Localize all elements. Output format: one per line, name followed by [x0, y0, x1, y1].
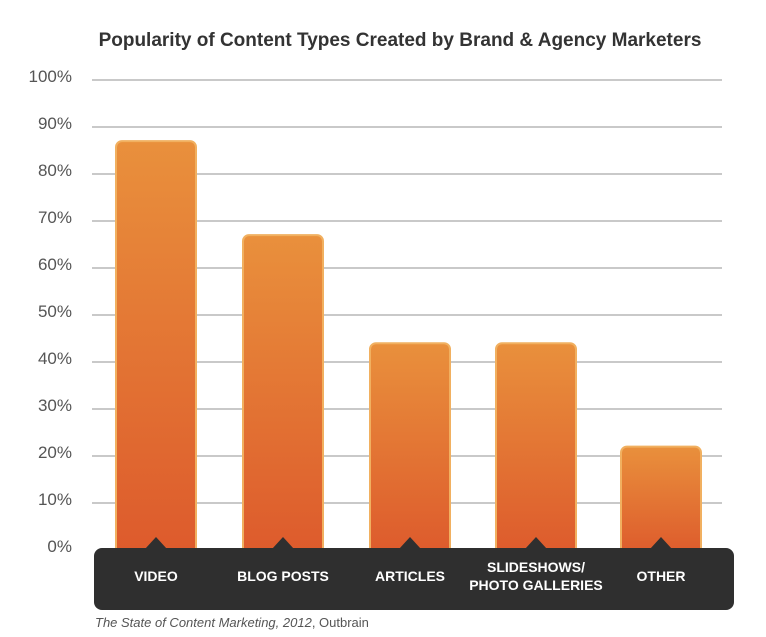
source-title: The State of Content Marketing, 2012 — [95, 615, 312, 630]
y-tick-label: 50% — [38, 302, 72, 321]
bar — [369, 342, 451, 558]
x-tick-label: BLOG POSTS — [237, 568, 329, 584]
y-axis-ticks: 0% 10% 20% 30% 40% 50% 60% 70% 80% 90% 100% — [29, 67, 72, 556]
x-tick-label: ARTICLES — [375, 568, 445, 584]
category-notch — [525, 537, 547, 549]
x-tick-label: PHOTO GALLERIES — [469, 577, 603, 593]
category-notch — [399, 537, 421, 549]
x-tick-label: OTHER — [637, 568, 686, 584]
source-publisher: , Outbrain — [311, 615, 369, 630]
chart-title: Popularity of Content Types Created by B… — [99, 30, 702, 51]
x-axis-band: VIDEO BLOG POSTS ARTICLES SLIDESHOWS/PHOTO … — [94, 537, 734, 610]
bar — [495, 342, 577, 558]
y-tick-label: 100% — [29, 67, 72, 86]
bar — [115, 140, 197, 557]
category-notch — [272, 537, 294, 549]
y-tick-label: 20% — [38, 443, 72, 462]
y-tick-label: 0% — [47, 537, 72, 556]
bar — [242, 234, 324, 557]
y-tick-label: 30% — [38, 396, 72, 415]
x-tick-label: VIDEO — [134, 568, 178, 584]
y-tick-label: 70% — [38, 208, 72, 227]
category-notch — [650, 537, 672, 549]
bars — [115, 140, 702, 558]
source-caption: The State of Content Marketing, 2012, Ou… — [95, 615, 369, 630]
y-tick-label: 60% — [38, 255, 72, 274]
x-tick-label: SLIDESHOWS/ — [487, 559, 585, 575]
y-tick-label: 10% — [38, 490, 72, 509]
category-notch — [145, 537, 167, 549]
y-tick-label: 80% — [38, 161, 72, 180]
y-tick-label: 40% — [38, 349, 72, 368]
y-tick-label: 90% — [38, 114, 72, 133]
category-band — [94, 548, 734, 610]
